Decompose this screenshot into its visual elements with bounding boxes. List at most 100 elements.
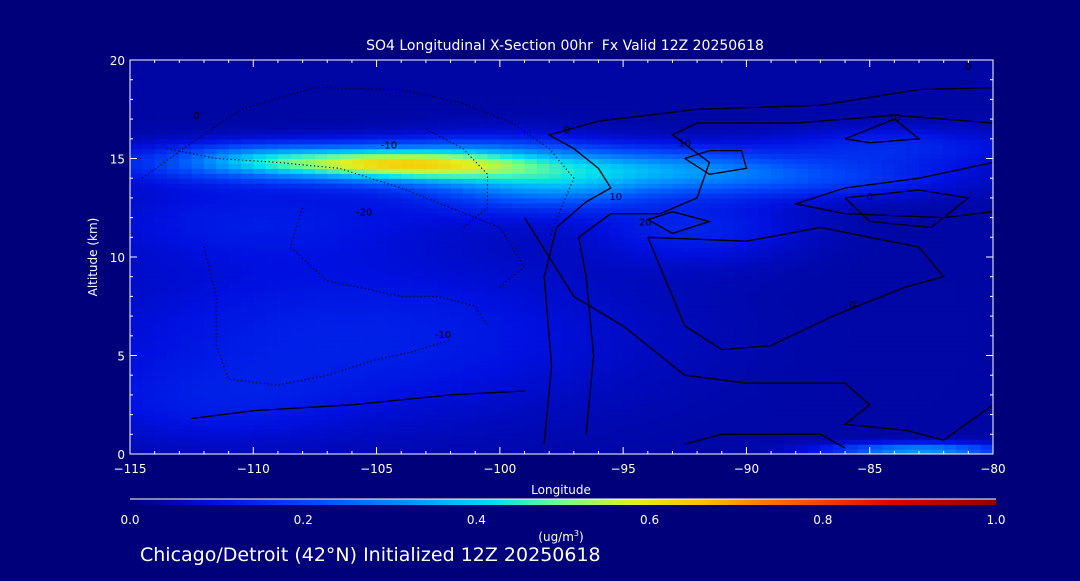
heatmap-cell	[265, 128, 279, 135]
heatmap-cell	[721, 207, 735, 214]
heatmap-cell	[857, 114, 871, 120]
heatmap-cell	[130, 311, 143, 317]
heatmap-cell	[450, 330, 464, 337]
heatmap-cell	[721, 409, 735, 416]
heatmap-cell	[339, 109, 353, 115]
heatmap-cell	[734, 261, 748, 268]
heatmap-cell	[216, 173, 230, 179]
heatmap-cell	[721, 281, 735, 288]
heatmap-cell	[721, 158, 735, 165]
heatmap-cell	[425, 202, 439, 209]
heatmap-cell	[228, 207, 242, 214]
heatmap-cell	[475, 99, 489, 105]
heatmap-cell	[425, 138, 439, 145]
heatmap-cell	[746, 350, 760, 357]
heatmap-cell	[820, 286, 834, 293]
heatmap-cell	[869, 143, 883, 150]
heatmap-cell	[450, 385, 464, 391]
heatmap-cell	[734, 350, 748, 357]
heatmap-cell	[894, 325, 908, 332]
heatmap-cell	[401, 247, 415, 253]
heatmap-cell	[598, 276, 612, 283]
heatmap-cell	[820, 385, 834, 391]
heatmap-cell	[216, 365, 230, 371]
heatmap-cell	[179, 99, 193, 105]
heatmap-cell	[154, 281, 168, 288]
heatmap-cell	[203, 79, 217, 86]
heatmap-cell	[635, 192, 649, 199]
heatmap-cell	[536, 296, 550, 302]
heatmap-cell	[450, 291, 464, 297]
heatmap-cell	[820, 237, 834, 243]
heatmap-cell	[734, 138, 748, 145]
heatmap-cell	[660, 232, 674, 238]
heatmap-cell	[351, 404, 365, 411]
heatmap-cell	[512, 104, 526, 110]
heatmap-cell	[721, 124, 735, 130]
heatmap-cell	[191, 94, 205, 100]
heatmap-cell	[771, 202, 785, 209]
heatmap-cell	[598, 247, 612, 253]
heatmap-cell	[376, 247, 390, 253]
heatmap-cell	[894, 365, 908, 371]
heatmap-cell	[783, 296, 797, 302]
heatmap-cell	[758, 222, 772, 229]
heatmap-cell	[191, 138, 205, 145]
heatmap-cell	[216, 409, 230, 416]
heatmap-cell	[487, 375, 501, 381]
heatmap-cell	[364, 414, 378, 421]
heatmap-cell	[388, 94, 402, 100]
heatmap-cell	[265, 94, 279, 100]
heatmap-cell	[438, 237, 452, 243]
heatmap-cell	[660, 414, 674, 421]
heatmap-cell	[882, 444, 895, 450]
heatmap-cell	[721, 380, 735, 386]
heatmap-cell	[832, 242, 846, 248]
heatmap-cell	[660, 128, 674, 135]
heatmap-cell	[758, 340, 772, 347]
heatmap-cell	[561, 168, 575, 174]
heatmap-cell	[376, 79, 390, 86]
heatmap-cell	[314, 89, 328, 96]
heatmap-cell	[869, 276, 883, 283]
heatmap-cell	[179, 266, 193, 273]
heatmap-cell	[154, 380, 168, 386]
heatmap-cell	[277, 119, 291, 125]
heatmap-cell	[512, 365, 526, 371]
heatmap-cell	[475, 330, 489, 337]
heatmap-cell	[277, 158, 291, 165]
heatmap-cell	[660, 429, 674, 435]
heatmap-cell	[549, 311, 563, 317]
heatmap-cell	[660, 385, 674, 391]
heatmap-cell	[376, 158, 390, 165]
heatmap-cell	[487, 296, 501, 302]
heatmap-cell	[697, 330, 711, 337]
heatmap-cell	[364, 370, 378, 376]
heatmap-cell	[635, 375, 649, 381]
heatmap-cell	[240, 153, 254, 160]
heatmap-cell	[512, 222, 526, 229]
heatmap-cell	[166, 350, 180, 357]
heatmap-cell	[228, 419, 242, 426]
heatmap-cell	[314, 114, 328, 120]
heatmap-cell	[857, 429, 871, 435]
heatmap-cell	[425, 143, 439, 150]
heatmap-cell	[265, 114, 279, 120]
heatmap-cell	[610, 183, 624, 189]
heatmap-cell	[339, 271, 353, 278]
heatmap-cell	[425, 311, 439, 317]
heatmap-cell	[672, 365, 686, 371]
heatmap-cell	[734, 148, 748, 155]
heatmap-cell	[487, 434, 501, 440]
heatmap-cell	[339, 311, 353, 317]
heatmap-cell	[277, 350, 291, 357]
heatmap-cell	[401, 148, 415, 155]
heatmap-cell	[475, 335, 489, 342]
heatmap-cell	[758, 266, 772, 273]
heatmap-cell	[610, 296, 624, 302]
heatmap-cell	[253, 434, 267, 440]
heatmap-cell	[832, 365, 846, 371]
heatmap-cell	[882, 439, 895, 445]
heatmap-cell	[302, 237, 316, 243]
heatmap-cell	[401, 276, 415, 283]
